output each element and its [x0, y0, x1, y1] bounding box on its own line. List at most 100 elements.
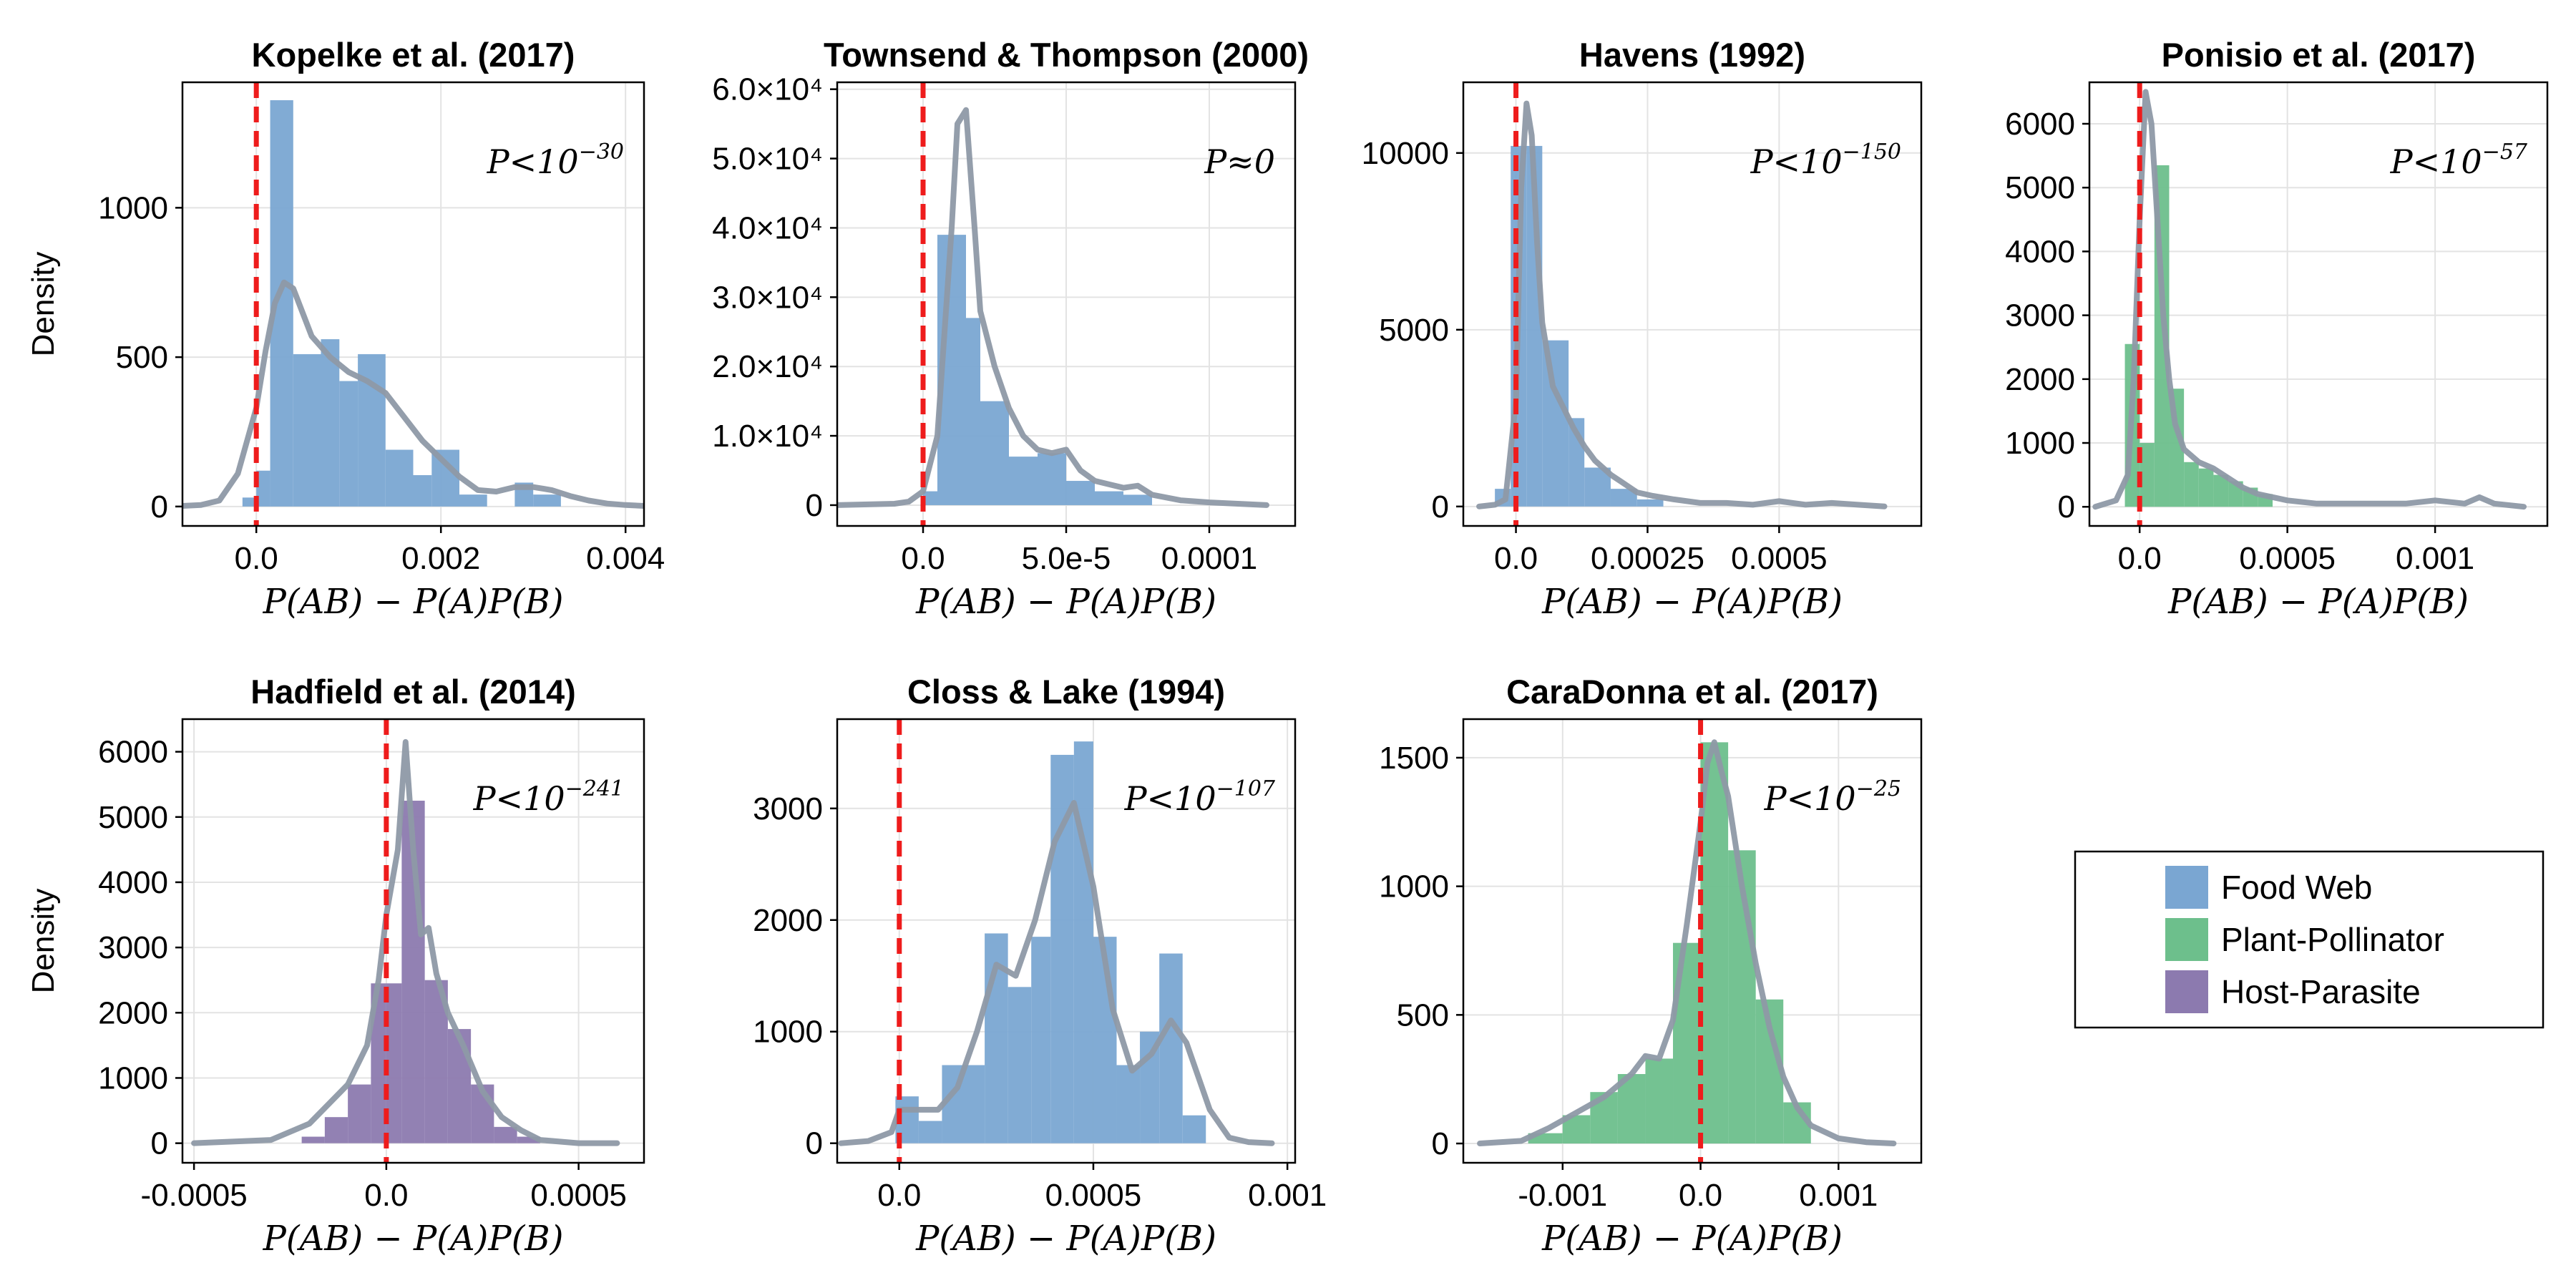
kde-line: [182, 279, 644, 509]
histogram-bar: [1050, 754, 1074, 1143]
histogram-bars: [2124, 165, 2273, 507]
panel-title: Kopelke et al. (2017): [252, 36, 575, 74]
legend-swatch-plant-pollinator: [2165, 918, 2208, 961]
histogram-bar: [2213, 474, 2229, 507]
kde-line: [838, 800, 1275, 1146]
panel-title: CaraDonna et al. (2017): [1506, 673, 1878, 711]
y-tick-label: 500: [116, 340, 168, 375]
x-axis-label: P(AB) − P(A)P(B): [2167, 582, 2469, 622]
y-tick-label: 2.0×10⁴: [712, 349, 823, 384]
y-tick-label: 3000: [2005, 298, 2075, 333]
histogram-bar: [348, 1084, 371, 1143]
x-tick-label: 0.0: [235, 541, 278, 576]
histogram-bar: [1645, 1058, 1674, 1144]
histogram-bar: [1009, 457, 1038, 505]
y-tick-label: 1000: [2005, 426, 2075, 461]
p-value-annotation: P<10−57: [2390, 140, 2528, 181]
kde-line: [2092, 89, 2527, 510]
histogram-bar: [301, 1136, 325, 1143]
y-tick-label: 3.0×10⁴: [712, 280, 823, 315]
y-tick-label: 5000: [1379, 313, 1449, 348]
histogram-bar: [321, 339, 340, 507]
y-tick-label: 5.0×10⁴: [712, 142, 823, 177]
x-tick-label: 0.0: [364, 1178, 408, 1213]
histogram-bar: [431, 449, 459, 507]
x-tick-label: 5.0e-5: [1022, 541, 1111, 576]
y-tick-label: 5000: [2005, 170, 2075, 205]
legend-label-host-parasite: Host-Parasite: [2221, 973, 2421, 1010]
histogram-bar: [533, 494, 561, 507]
y-tick-label: 3000: [753, 791, 823, 826]
x-axis-label: P(AB) − P(A)P(B): [915, 1219, 1216, 1259]
p-value-annotation: P<10−25: [1764, 776, 1901, 818]
p-value-annotation: P≈0: [1204, 142, 1275, 181]
legend-swatch-host-parasite: [2165, 970, 2208, 1013]
histogram-bar: [918, 1121, 942, 1143]
x-tick-label: -0.0005: [141, 1178, 248, 1213]
histogram-bar: [413, 475, 432, 507]
y-tick-label: 1000: [98, 190, 168, 225]
y-tick-label: 2000: [753, 903, 823, 938]
panel-7: -0.001 0.0 0.001 0 500 1000 1500 CaraDonna et a…: [1379, 673, 1923, 1259]
y-tick-label: 2000: [2005, 362, 2075, 397]
panel-title: Ponisio et al. (2017): [2162, 36, 2476, 74]
x-tick-label: 0.00025: [1591, 541, 1704, 576]
histogram-bar: [966, 318, 980, 505]
y-tick-label: 2000: [98, 995, 168, 1030]
y-tick-label: 3000: [98, 930, 168, 965]
kde-line: [1476, 100, 1888, 509]
histogram-bar: [1182, 1115, 1206, 1143]
x-tick-label: 0.001: [1799, 1178, 1878, 1213]
x-axis-label: P(AB) − P(A)P(B): [1541, 582, 1843, 622]
histogram-bars: [1528, 742, 1811, 1144]
histogram-bar: [386, 983, 402, 1143]
panel-title: Havens (1992): [1579, 36, 1805, 74]
y-axis-label: Density: [26, 252, 61, 357]
x-axis-label: P(AB) − P(A)P(B): [263, 1219, 564, 1259]
axes-frame: [1462, 718, 1923, 1164]
histogram-bar: [1095, 491, 1123, 505]
histogram-bar: [1073, 741, 1093, 1143]
histogram-bar: [1700, 742, 1729, 1144]
y-tick-label: 4000: [2005, 234, 2075, 269]
histogram-bar: [1159, 953, 1183, 1143]
x-tick-label: 0.001: [1248, 1178, 1327, 1213]
x-tick-label: 0.004: [586, 541, 665, 576]
x-tick-label: 0.0001: [1161, 541, 1258, 576]
y-tick-label: 4000: [98, 865, 168, 900]
panel-4: 0.0 0.0005 0.001 0 1000 2000 3000 4000 5000 6000 P…: [2005, 36, 2549, 622]
y-tick-label: 0: [151, 489, 168, 525]
y-tick-label: 1000: [753, 1015, 823, 1050]
histogram-bar: [1636, 499, 1664, 507]
y-tick-label: 1.0×10⁴: [712, 419, 823, 454]
histogram-bar: [293, 353, 321, 507]
histogram-bar: [923, 491, 937, 505]
x-tick-label: 0.0: [901, 541, 945, 576]
x-axis-label: P(AB) − P(A)P(B): [1541, 1219, 1843, 1259]
histogram-bar: [459, 494, 487, 507]
x-tick-label: 0.0005: [1731, 541, 1828, 576]
histogram-bar: [1066, 481, 1095, 505]
y-tick-label: 0: [151, 1126, 168, 1161]
histogram-bar: [980, 401, 1009, 505]
p-value-annotation: P<10−241: [473, 776, 624, 818]
panel-title: Closs & Lake (1994): [907, 673, 1225, 711]
histogram-bar: [371, 983, 386, 1143]
histogram-bar: [517, 1136, 540, 1143]
histogram-bar: [2184, 462, 2199, 507]
x-tick-label: 0.0: [1679, 1178, 1722, 1213]
histogram-bar: [2140, 443, 2155, 507]
histogram-bar: [324, 1117, 348, 1143]
histogram-bars: [301, 800, 540, 1143]
histogram-bars: [923, 235, 1152, 505]
histogram-bar: [1123, 494, 1152, 505]
x-tick-label: 0.0005: [1045, 1178, 1142, 1213]
axes-frame: [181, 81, 645, 527]
panel-title: Hadfield et al. (2014): [250, 673, 576, 711]
y-tick-label: 0: [1432, 1126, 1449, 1161]
histogram-bars: [242, 100, 561, 507]
panel-3: 0.0 0.00025 0.0005 0 5000 10000 Havens (1992) P…: [1362, 36, 1923, 622]
histogram-bar: [256, 470, 270, 507]
x-tick-label: 0.0: [1494, 541, 1538, 576]
